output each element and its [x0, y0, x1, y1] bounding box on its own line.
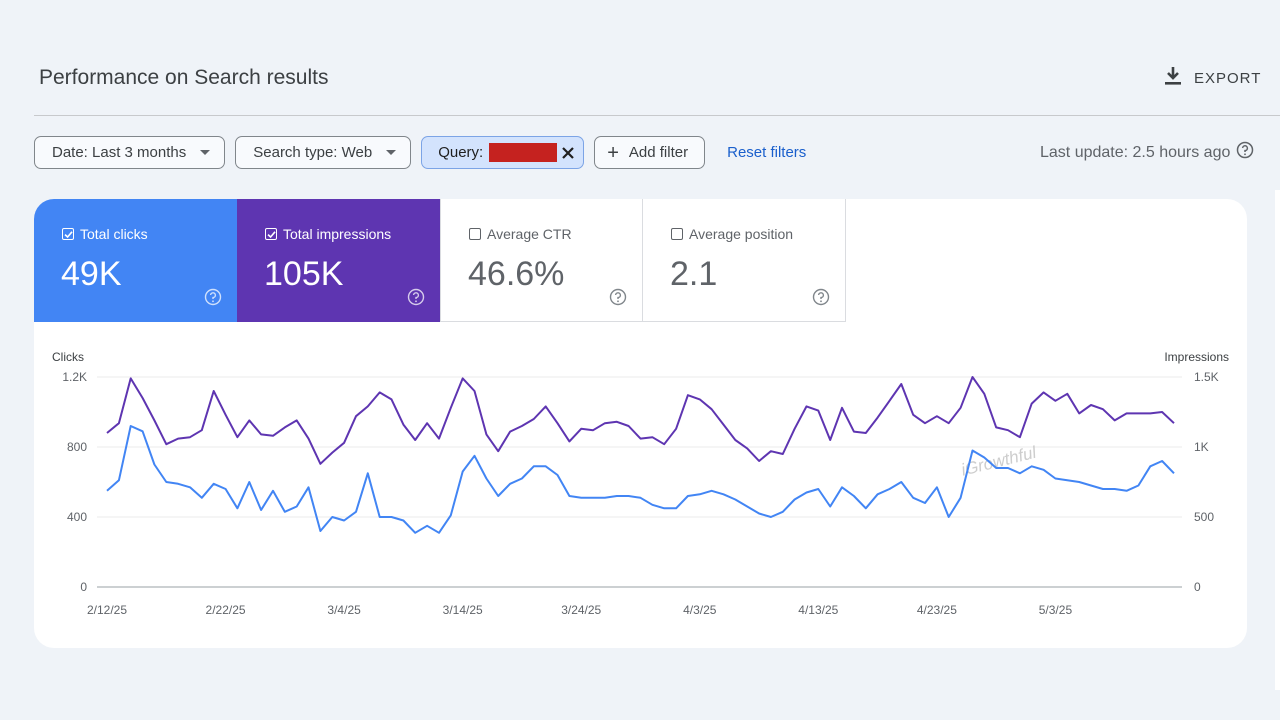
average-position-label-text: Average position: [689, 226, 794, 242]
average-ctr-value: 46.6%: [468, 255, 565, 293]
clicks-tick-label: 0: [80, 580, 87, 594]
average-position-value: 2.1: [670, 255, 718, 293]
chevron-down-icon: [386, 150, 397, 155]
total-impressions-label-text: Total impressions: [283, 226, 392, 242]
help-icon[interactable]: [407, 288, 425, 311]
date-tick-label: 4/3/25: [683, 603, 717, 617]
chart-gridlines: [97, 376, 1182, 588]
date-tick-label: 4/13/25: [798, 603, 838, 617]
impressions-tick-label: 1.5K: [1194, 370, 1219, 384]
filter-bar: Date: Last 3 months Search type: Web Que…: [34, 135, 806, 170]
search-type-filter-chip[interactable]: Search type: Web: [235, 136, 412, 169]
date-filter-chip[interactable]: Date: Last 3 months: [34, 136, 226, 169]
average-ctr-label: Average CTR: [469, 226, 572, 242]
chevron-down-icon: [200, 150, 211, 155]
scroll-edge: [1275, 190, 1280, 690]
total-clicks-value: 49K: [61, 255, 122, 293]
header-divider: [34, 115, 1280, 116]
help-icon[interactable]: [812, 288, 830, 311]
metric-card-total-impressions[interactable]: Total impressions 105K: [237, 199, 440, 322]
clicks-axis-title: Clicks: [52, 350, 84, 364]
impressions-tick-label: 500: [1194, 510, 1214, 524]
date-tick-label: 4/23/25: [917, 603, 957, 617]
metric-card-average-position[interactable]: Average position 2.1: [643, 199, 846, 322]
download-icon: [1164, 66, 1182, 91]
query-filter-chip[interactable]: Query:: [421, 136, 585, 169]
total-clicks-label-text: Total clicks: [80, 226, 148, 242]
total-clicks-label: Total clicks: [62, 226, 148, 242]
clicks-line: [106, 425, 1175, 534]
clicks-tick-label: 400: [67, 510, 87, 524]
date-tick-label: 3/4/25: [327, 603, 361, 617]
checkbox-unchecked-icon[interactable]: [671, 228, 683, 240]
impressions-tick-label: 1K: [1194, 440, 1209, 454]
checkbox-checked-icon[interactable]: [265, 228, 277, 240]
help-icon[interactable]: [1236, 141, 1254, 164]
date-tick-label: 5/3/25: [1039, 603, 1073, 617]
last-update-text: Last update: 2.5 hours ago: [1040, 143, 1231, 161]
plus-icon: +: [607, 141, 619, 164]
impressions-axis-title: Impressions: [1164, 350, 1229, 364]
metric-card-average-ctr[interactable]: Average CTR 46.6%: [440, 199, 643, 322]
date-filter-label: Date: Last 3 months: [52, 144, 187, 161]
chart-axis-ticks: 0 0 400 500 800 1K 1.2K 1.5K 2/12/25 2/22/25 3/4/2…: [62, 370, 1218, 617]
watermark: iGrowthful: [959, 442, 1039, 479]
search-type-filter-label: Search type: Web: [253, 144, 373, 161]
total-impressions-label: Total impressions: [265, 226, 391, 242]
query-filter-label: Query:: [438, 144, 484, 161]
help-icon[interactable]: [609, 288, 627, 311]
average-ctr-label-text: Average CTR: [487, 226, 572, 242]
checkbox-checked-icon[interactable]: [62, 228, 74, 240]
metric-card-total-clicks[interactable]: Total clicks 49K: [34, 199, 237, 322]
reset-filters-link[interactable]: Reset filters: [727, 144, 807, 161]
last-update-status: Last update: 2.5 hours ago: [1040, 141, 1254, 164]
date-tick-label: 3/14/25: [443, 603, 483, 617]
clicks-tick-label: 1.2K: [62, 370, 87, 384]
help-icon[interactable]: [204, 288, 222, 311]
performance-chart[interactable]: Clicks Impressions 0 0 400 500 800 1K 1.2K 1.5K…: [34, 199, 1247, 648]
add-filter-label: Add filter: [628, 144, 689, 161]
export-button[interactable]: EXPORT: [1164, 66, 1261, 91]
chart-series: [106, 376, 1175, 534]
page-title: Performance on Search results: [39, 66, 329, 89]
redacted-query-value: [489, 143, 558, 162]
date-tick-label: 3/24/25: [561, 603, 601, 617]
date-tick-label: 2/22/25: [206, 603, 246, 617]
average-position-label: Average position: [671, 226, 793, 242]
close-icon[interactable]: [561, 146, 575, 160]
impressions-tick-label: 0: [1194, 580, 1201, 594]
clicks-tick-label: 800: [67, 440, 87, 454]
date-tick-label: 2/12/25: [87, 603, 127, 617]
checkbox-unchecked-icon[interactable]: [469, 228, 481, 240]
add-filter-button[interactable]: + Add filter: [594, 136, 706, 169]
total-impressions-value: 105K: [264, 255, 344, 293]
export-label: EXPORT: [1194, 70, 1262, 87]
performance-card: Total clicks 49K Total impressions 105K: [34, 199, 1247, 648]
impressions-line: [106, 376, 1175, 465]
